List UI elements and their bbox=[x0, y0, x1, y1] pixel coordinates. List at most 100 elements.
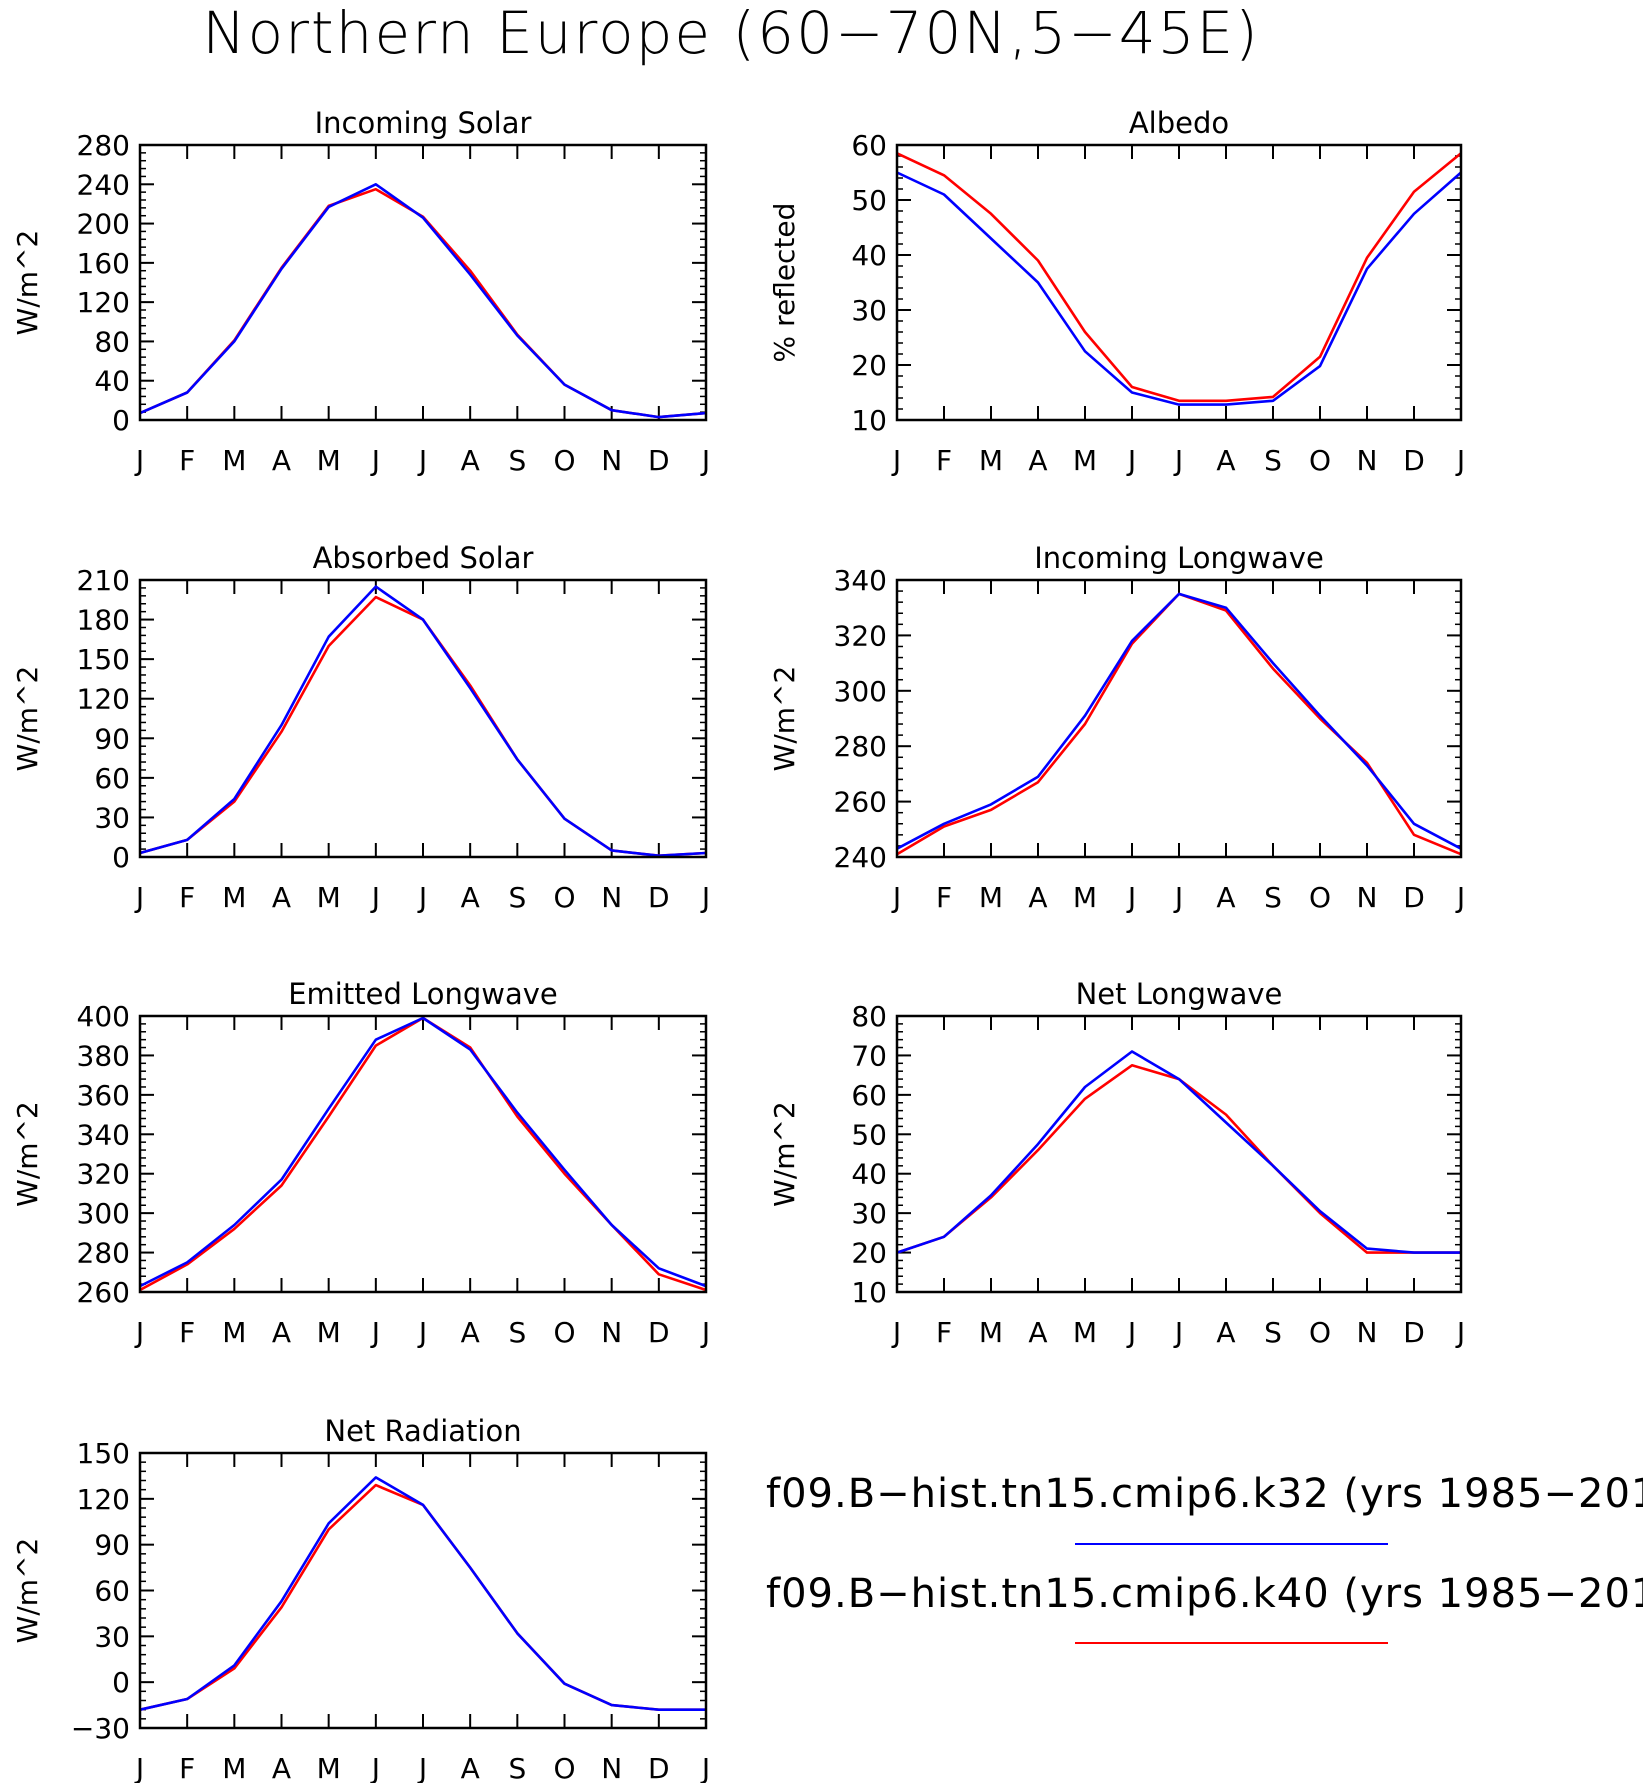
panel-emitted-longwave: Emitted Longwave W/m^2 260 280 300 320 340 360 3… bbox=[11, 977, 710, 1349]
emitted-longwave-x-tick-label: J bbox=[417, 1316, 427, 1349]
incoming-solar-y-tick-label: 240 bbox=[77, 168, 130, 201]
incoming-solar-x-tick-label: M bbox=[222, 444, 246, 477]
emitted-longwave-series-k32 bbox=[139, 1016, 707, 1288]
emitted-longwave-x-tick-label: S bbox=[508, 1316, 526, 1349]
incoming-solar-x-tick-label: J bbox=[700, 444, 710, 477]
emitted-longwave-x-tick-label: M bbox=[317, 1316, 341, 1349]
absorbed-solar-x-tick-label: S bbox=[508, 881, 526, 914]
incoming-solar-x-tick-label: J bbox=[134, 444, 144, 477]
incoming-solar-title: Incoming Solar bbox=[315, 106, 532, 140]
albedo-series-k32 bbox=[896, 171, 1462, 406]
emitted-longwave-x-tick-label: A bbox=[461, 1316, 480, 1349]
net-longwave-x-tick-label: M bbox=[1073, 1316, 1097, 1349]
incoming-solar-frame bbox=[138, 143, 708, 422]
incoming-solar-x-tick-label: D bbox=[648, 444, 670, 477]
absorbed-solar-x-tick-label: M bbox=[222, 881, 246, 914]
absorbed-solar-y-tick-label: 210 bbox=[77, 564, 130, 597]
emitted-longwave-series-k40 bbox=[139, 1016, 707, 1292]
incoming-longwave-x-tick-label: J bbox=[891, 881, 901, 914]
incoming-solar-series-k32 bbox=[139, 183, 707, 419]
net-longwave-y-tick-label: 70 bbox=[851, 1039, 887, 1072]
net-radiation-x-tick-label: M bbox=[317, 1752, 341, 1783]
net-longwave-x-tick-label: D bbox=[1403, 1316, 1425, 1349]
albedo-x-tick-label: O bbox=[1309, 444, 1331, 477]
net-longwave-series-k32 bbox=[896, 1050, 1461, 1254]
net-longwave-y-tick-label: 10 bbox=[851, 1276, 887, 1309]
net-radiation-y-tick-label: −30 bbox=[71, 1712, 130, 1745]
emitted-longwave-y-tick-label: 280 bbox=[77, 1237, 130, 1270]
absorbed-solar-x-tick-label: D bbox=[648, 881, 670, 914]
incoming-solar-x-tick-label: A bbox=[461, 444, 480, 477]
albedo-x-tick-label: N bbox=[1357, 444, 1378, 477]
incoming-longwave-x-tick-label: M bbox=[979, 881, 1003, 914]
albedo-title: Albedo bbox=[1129, 106, 1229, 140]
albedo-y-tick-label: 10 bbox=[851, 404, 887, 437]
albedo-x-tick-label: S bbox=[1264, 444, 1282, 477]
net-longwave-y-tick-label: 80 bbox=[851, 1000, 887, 1033]
net-longwave-x-tick-label: J bbox=[1173, 1316, 1183, 1349]
albedo-y-tick-label: 50 bbox=[851, 184, 887, 217]
incoming-solar-x-tick-label: A bbox=[272, 444, 291, 477]
net-longwave-y-tick-label: 40 bbox=[851, 1158, 887, 1191]
net-longwave-x-tick-label: A bbox=[1216, 1316, 1235, 1349]
incoming-longwave-x-tick-label: S bbox=[1264, 881, 1282, 914]
net-longwave-title: Net Longwave bbox=[1076, 977, 1283, 1011]
net-longwave-y-tick-label: 20 bbox=[851, 1237, 887, 1270]
net-longwave-x-tick-label: F bbox=[936, 1316, 952, 1349]
absorbed-solar-frame bbox=[138, 578, 708, 859]
net-longwave-series-k40 bbox=[896, 1064, 1461, 1254]
emitted-longwave-ylabel: W/m^2 bbox=[11, 1101, 44, 1207]
net-radiation-x-tick-label: N bbox=[601, 1752, 622, 1783]
emitted-longwave-title: Emitted Longwave bbox=[288, 977, 558, 1011]
net-longwave-y-tick-label: 30 bbox=[851, 1197, 887, 1230]
albedo-y-tick-label: 60 bbox=[851, 129, 887, 162]
emitted-longwave-y-tick-label: 380 bbox=[77, 1039, 130, 1072]
net-radiation-series-k32 bbox=[139, 1476, 706, 1711]
incoming-longwave-series-k40 bbox=[896, 592, 1462, 856]
albedo-series-k40 bbox=[896, 152, 1462, 403]
emitted-longwave-x-tick-label: F bbox=[179, 1316, 195, 1349]
absorbed-solar-series-k40 bbox=[139, 595, 707, 858]
incoming-solar-y-tick-label: 80 bbox=[94, 325, 130, 358]
incoming-longwave-y-tick-label: 320 bbox=[834, 619, 887, 652]
albedo-y-tick-label: 30 bbox=[851, 294, 887, 327]
incoming-solar-x-tick-label: O bbox=[553, 444, 575, 477]
emitted-longwave-x-tick-label: D bbox=[648, 1316, 670, 1349]
incoming-longwave-x-tick-label: J bbox=[1126, 881, 1136, 914]
albedo-y-tick-label: 40 bbox=[851, 239, 887, 272]
net-radiation-series-k40 bbox=[139, 1483, 706, 1711]
incoming-solar-series-k40 bbox=[139, 187, 707, 419]
net-longwave-x-tick-label: N bbox=[1357, 1316, 1378, 1349]
absorbed-solar-x-tick-label: A bbox=[461, 881, 480, 914]
absorbed-solar-y-tick-label: 0 bbox=[112, 841, 130, 874]
incoming-longwave-x-tick-label: N bbox=[1357, 881, 1378, 914]
incoming-longwave-x-tick-label: M bbox=[1073, 881, 1097, 914]
absorbed-solar-x-tick-label: J bbox=[134, 881, 144, 914]
emitted-longwave-x-tick-label: A bbox=[272, 1316, 291, 1349]
panel-incoming-solar: Incoming Solar W/m^2 0 40 80 120 160 200 240 280 J… bbox=[11, 106, 710, 477]
net-radiation-x-tick-label: J bbox=[134, 1752, 144, 1783]
net-longwave-y-tick-label: 60 bbox=[851, 1079, 887, 1112]
incoming-longwave-x-tick-label: J bbox=[1173, 881, 1183, 914]
albedo-x-tick-label: M bbox=[979, 444, 1003, 477]
net-radiation-y-tick-label: 30 bbox=[94, 1620, 130, 1653]
net-radiation-ylabel: W/m^2 bbox=[11, 1538, 44, 1644]
absorbed-solar-y-tick-label: 90 bbox=[94, 722, 130, 755]
incoming-solar-ylabel: W/m^2 bbox=[11, 230, 44, 336]
incoming-solar-x-tick-label: S bbox=[508, 444, 526, 477]
emitted-longwave-x-tick-label: J bbox=[370, 1316, 380, 1349]
absorbed-solar-y-tick-label: 180 bbox=[77, 604, 130, 637]
emitted-longwave-x-tick-label: J bbox=[134, 1316, 144, 1349]
albedo-x-tick-label: J bbox=[1455, 444, 1465, 477]
absorbed-solar-x-tick-label: J bbox=[417, 881, 427, 914]
net-radiation-y-tick-label: 0 bbox=[112, 1666, 130, 1699]
albedo-ylabel: % reflected bbox=[768, 203, 801, 363]
incoming-longwave-y-tick-label: 260 bbox=[834, 786, 887, 819]
absorbed-solar-x-tick-label: O bbox=[553, 881, 575, 914]
incoming-longwave-ylabel: W/m^2 bbox=[768, 666, 801, 772]
legend-label-k40: f09.B−hist.tn15.cmip6.k40 (yrs 1985−201 bbox=[766, 1571, 1643, 1617]
emitted-longwave-y-tick-label: 260 bbox=[77, 1276, 130, 1309]
